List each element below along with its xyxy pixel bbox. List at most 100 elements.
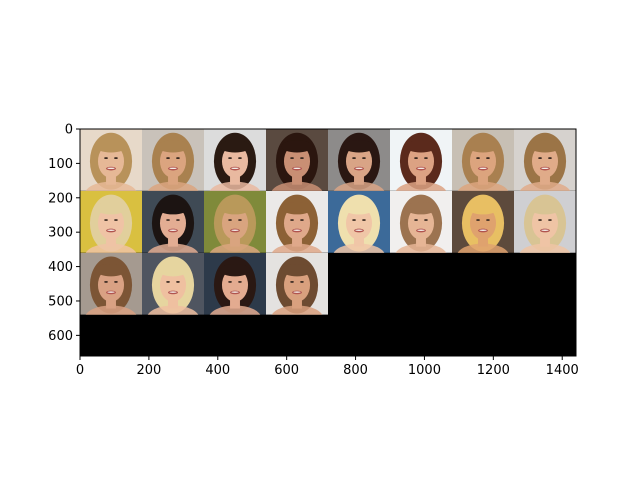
tile-shoulders bbox=[271, 243, 323, 253]
tile-eye bbox=[352, 219, 356, 221]
tile-fringe bbox=[529, 140, 561, 153]
image-tile bbox=[80, 129, 142, 191]
tile-fringe bbox=[405, 202, 437, 215]
tile-fringe bbox=[157, 263, 189, 277]
image-tile bbox=[390, 190, 452, 253]
tile-teeth bbox=[417, 167, 425, 170]
tile-fringe bbox=[95, 263, 127, 277]
image-tile bbox=[452, 190, 514, 253]
y-tick-label: 100 bbox=[48, 157, 73, 172]
tile-shoulders bbox=[85, 243, 137, 253]
tile-neck bbox=[478, 172, 488, 185]
tile-neck bbox=[292, 296, 302, 309]
y-tick-label: 200 bbox=[48, 191, 73, 206]
tile-teeth bbox=[293, 291, 301, 293]
tile-teeth bbox=[169, 167, 177, 170]
axes: 0 200 400 600 800 1000 1200 1400 0 100 200 300 400 50… bbox=[48, 123, 579, 379]
tile-teeth bbox=[479, 167, 487, 170]
tile-shoulders bbox=[457, 181, 509, 191]
tile-fringe bbox=[529, 202, 561, 215]
tile-neck bbox=[106, 296, 116, 309]
tile-eye bbox=[104, 157, 108, 160]
tile-eye bbox=[414, 157, 418, 160]
tile-fringe bbox=[281, 202, 313, 215]
tile-eye bbox=[290, 219, 294, 221]
tile-neck bbox=[106, 234, 116, 247]
tile-teeth bbox=[231, 291, 239, 293]
tile-eye bbox=[362, 219, 366, 221]
tile-eye bbox=[476, 157, 480, 160]
tile-eye bbox=[290, 280, 294, 283]
tile-teeth bbox=[355, 167, 363, 170]
tile-eye bbox=[548, 157, 552, 160]
tile-eye bbox=[538, 219, 542, 221]
tile-neck bbox=[106, 172, 116, 185]
tile-eye bbox=[414, 219, 418, 221]
tile-eye bbox=[486, 157, 490, 160]
tile-neck bbox=[354, 234, 364, 247]
image-tiles bbox=[80, 129, 576, 315]
tile-shoulders bbox=[271, 305, 323, 315]
image-tile bbox=[204, 190, 266, 253]
x-tick-label: 0 bbox=[76, 363, 84, 378]
tile-face bbox=[345, 206, 373, 240]
tile-shoulders bbox=[395, 181, 447, 191]
image-tile bbox=[80, 252, 142, 315]
tile-fringe bbox=[219, 263, 251, 277]
tile-shoulders bbox=[457, 243, 509, 253]
y-tick-label: 400 bbox=[48, 260, 73, 275]
tile-eye bbox=[352, 157, 356, 160]
tile-fringe bbox=[343, 140, 375, 153]
tile-neck bbox=[168, 172, 178, 185]
tile-face bbox=[159, 144, 187, 178]
x-tick-label: 1000 bbox=[408, 363, 441, 378]
tile-fringe bbox=[405, 140, 437, 153]
tile-teeth bbox=[293, 229, 301, 231]
tile-face bbox=[531, 206, 559, 240]
tile-eye bbox=[424, 157, 428, 160]
y-tick-label: 300 bbox=[48, 226, 73, 241]
tile-neck bbox=[540, 234, 550, 247]
tile-face bbox=[407, 206, 435, 240]
tile-eye bbox=[166, 219, 170, 221]
tile-face bbox=[97, 206, 125, 240]
tile-fringe bbox=[95, 140, 127, 153]
image-tile bbox=[142, 190, 204, 253]
tile-neck bbox=[416, 172, 426, 185]
image-tile bbox=[514, 190, 576, 253]
tile-neck bbox=[230, 296, 240, 309]
image-tile bbox=[266, 190, 328, 253]
y-tick-label: 600 bbox=[48, 329, 73, 344]
tile-teeth bbox=[169, 291, 177, 293]
tile-eye bbox=[228, 219, 232, 221]
tile-eye bbox=[104, 280, 108, 283]
tile-shoulders bbox=[209, 181, 261, 191]
tile-fringe bbox=[157, 202, 189, 215]
tile-neck bbox=[416, 234, 426, 247]
tile-teeth bbox=[293, 167, 301, 170]
tile-eye bbox=[166, 157, 170, 160]
tile-shoulders bbox=[519, 181, 571, 191]
tile-eye bbox=[114, 219, 118, 221]
x-tick-label: 1200 bbox=[477, 363, 510, 378]
y-tick-label: 0 bbox=[65, 123, 73, 138]
tile-shoulders bbox=[85, 181, 137, 191]
tile-neck bbox=[478, 234, 488, 247]
tile-shoulders bbox=[147, 181, 199, 191]
tile-teeth bbox=[107, 291, 115, 293]
image-tile bbox=[266, 129, 328, 191]
tile-eye bbox=[114, 157, 118, 160]
tile-shoulders bbox=[333, 243, 385, 253]
tile-face bbox=[97, 268, 125, 302]
image-tile bbox=[328, 129, 390, 191]
tile-face bbox=[469, 144, 497, 178]
tile-face bbox=[97, 144, 125, 178]
tile-eye bbox=[176, 280, 180, 283]
image-tile bbox=[328, 190, 390, 253]
image-tile bbox=[142, 252, 204, 315]
tile-fringe bbox=[219, 202, 251, 215]
tile-eye bbox=[300, 157, 304, 160]
tile-eye bbox=[176, 157, 180, 160]
tile-fringe bbox=[219, 140, 251, 153]
